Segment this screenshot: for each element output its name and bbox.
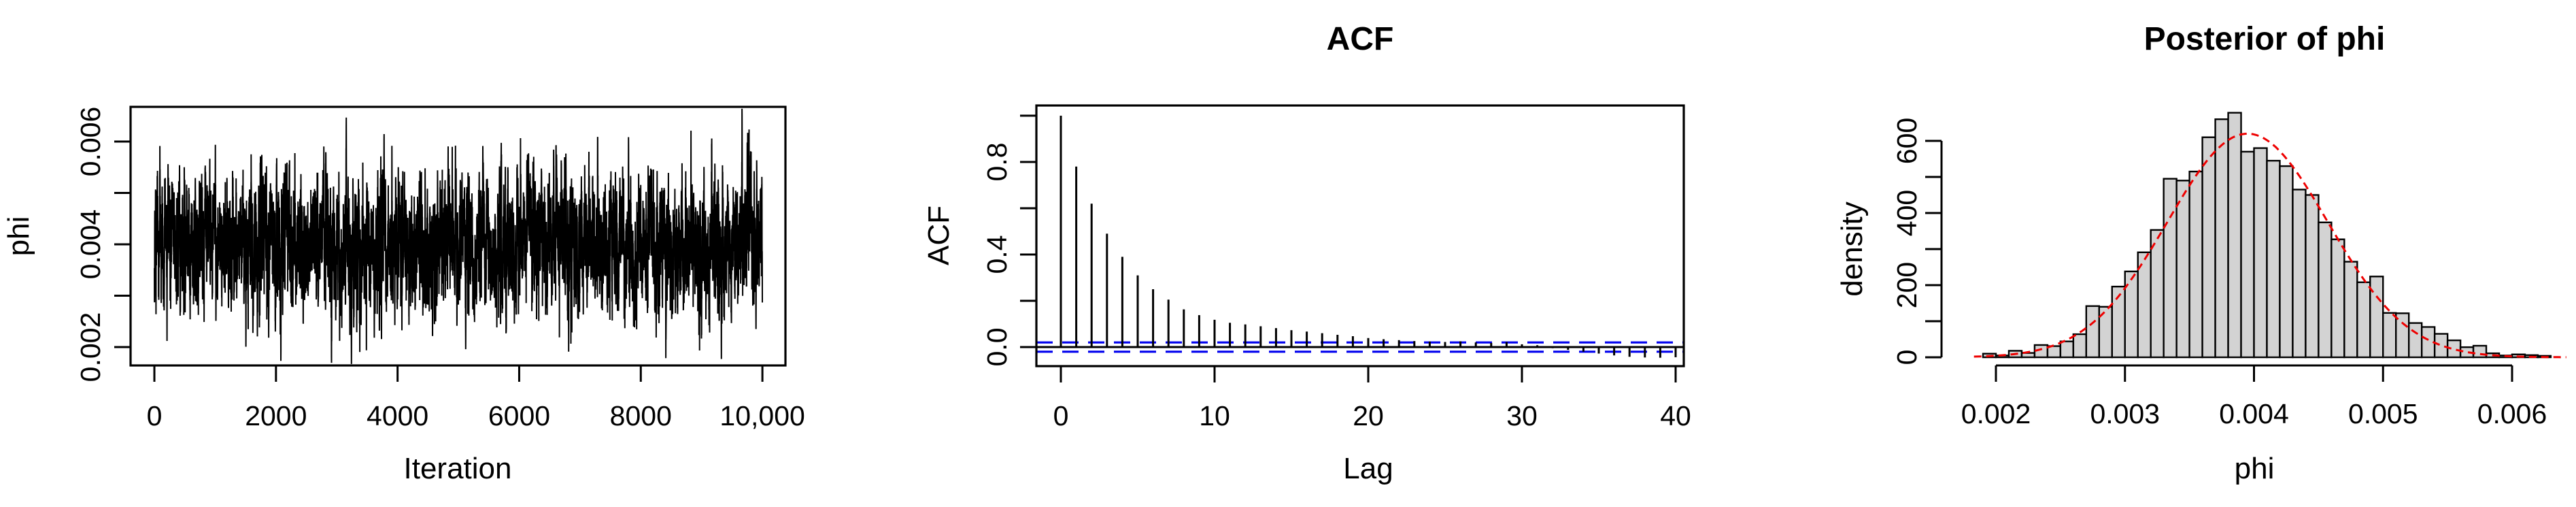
acf-x-axis-title: Lag [1343, 452, 1393, 485]
trace-x-tick-label: 6000 [488, 400, 550, 431]
trace-y-axis-title: phi [2, 216, 35, 257]
histogram-bar [2266, 159, 2281, 359]
histogram-bar [2072, 333, 2088, 359]
histogram-bar [2085, 305, 2100, 359]
trace-y-tick-label: 0.002 [75, 312, 106, 382]
trace-x-tick-label: 0 [147, 400, 163, 431]
posterior-y-tick-label: 600 [1891, 118, 1922, 164]
acf-x-tick-label: 10 [1199, 400, 1230, 431]
posterior-x-tick-label: 0.005 [2348, 398, 2418, 429]
histogram-bar [2175, 180, 2190, 359]
trace-x-axis-title: Iteration [404, 452, 512, 485]
histogram-bar [2318, 221, 2333, 359]
histogram-bar [2214, 118, 2229, 359]
posterior-density-curve [1973, 132, 2566, 359]
histogram-bar [2201, 136, 2216, 359]
trace-y-tick-label: 0.006 [75, 107, 106, 177]
trace-plot-panel: 0.002 0.004 0.006 0 2000 4000 6000 8000 10,000 [75, 105, 805, 431]
histogram-bar [2407, 322, 2423, 359]
posterior-panel-title: Posterior of phi [2144, 21, 2386, 57]
trace-x-tick-label: 8000 [610, 400, 672, 431]
acf-plot-box [1035, 104, 1685, 367]
acf-y-tick-label: 0.8 [981, 143, 1013, 182]
histogram-bar [2472, 344, 2488, 359]
posterior-x-tick-label: 0.002 [1961, 398, 2031, 429]
acf-panel-title: ACF [1327, 21, 1394, 57]
acf-y-tick-label: 0.0 [981, 328, 1013, 367]
trace-x-tick-label: 10,000 [719, 400, 804, 431]
posterior-x-tick-label: 0.006 [2477, 398, 2547, 429]
trace-y-tick-label: 0.004 [75, 210, 106, 280]
posterior-plot-panel: 0 200 400 600 0.002 0.003 0.004 0.005 0.006 [1891, 112, 2566, 429]
histogram-bar [2433, 333, 2449, 359]
histogram-bar [2240, 150, 2255, 359]
acf-y-tick-label: 0.4 [981, 235, 1013, 274]
histogram-bar [2382, 312, 2397, 359]
posterior-x-tick-label: 0.004 [2219, 398, 2289, 429]
posterior-y-tick-label: 200 [1891, 262, 1922, 308]
posterior-x-tick-label: 0.003 [2090, 398, 2160, 429]
histogram-bar [2331, 238, 2345, 359]
histogram-bar [2369, 276, 2384, 359]
histogram-bar [2227, 112, 2242, 359]
histogram-bar [2188, 170, 2203, 359]
histogram-bar [2305, 194, 2320, 359]
posterior-y-axis-title: density [1835, 201, 1869, 296]
acf-x-tick-label: 40 [1660, 400, 1691, 431]
histogram-bar [2356, 281, 2371, 359]
trace-plot-box [129, 105, 787, 367]
acf-x-tick-label: 20 [1353, 400, 1384, 431]
histogram-bar [2343, 261, 2358, 359]
histogram-bar [2253, 147, 2268, 359]
acf-y-axis-title: ACF [922, 206, 955, 265]
histogram-bar [2163, 178, 2177, 359]
histogram-bar [2395, 312, 2410, 359]
histogram-bar [2292, 189, 2307, 359]
histogram-bar [2150, 229, 2165, 359]
acf-x-tick-label: 30 [1506, 400, 1538, 431]
trace-line [154, 108, 763, 364]
acf-plot-panel: 0.0 0.4 0.8 0 10 20 30 40 [981, 104, 1691, 431]
trace-x-tick-label: 4000 [367, 400, 428, 431]
acf-x-tick-label: 0 [1053, 400, 1069, 431]
posterior-y-tick-label: 0 [1891, 350, 1922, 365]
posterior-y-tick-label: 400 [1891, 190, 1922, 236]
histogram-bar [2279, 165, 2294, 359]
trace-x-tick-label: 2000 [245, 400, 307, 431]
histogram-bar [2059, 340, 2075, 359]
posterior-x-axis-title: phi [2235, 452, 2275, 485]
